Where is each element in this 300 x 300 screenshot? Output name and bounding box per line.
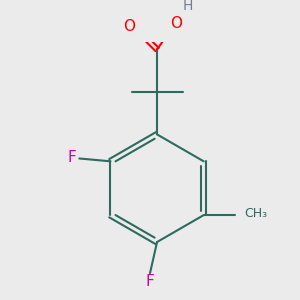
- Text: F: F: [68, 150, 76, 165]
- Text: H: H: [182, 0, 193, 14]
- Text: F: F: [146, 274, 154, 289]
- Text: O: O: [170, 16, 182, 32]
- Text: CH₃: CH₃: [245, 207, 268, 220]
- Text: O: O: [123, 19, 135, 34]
